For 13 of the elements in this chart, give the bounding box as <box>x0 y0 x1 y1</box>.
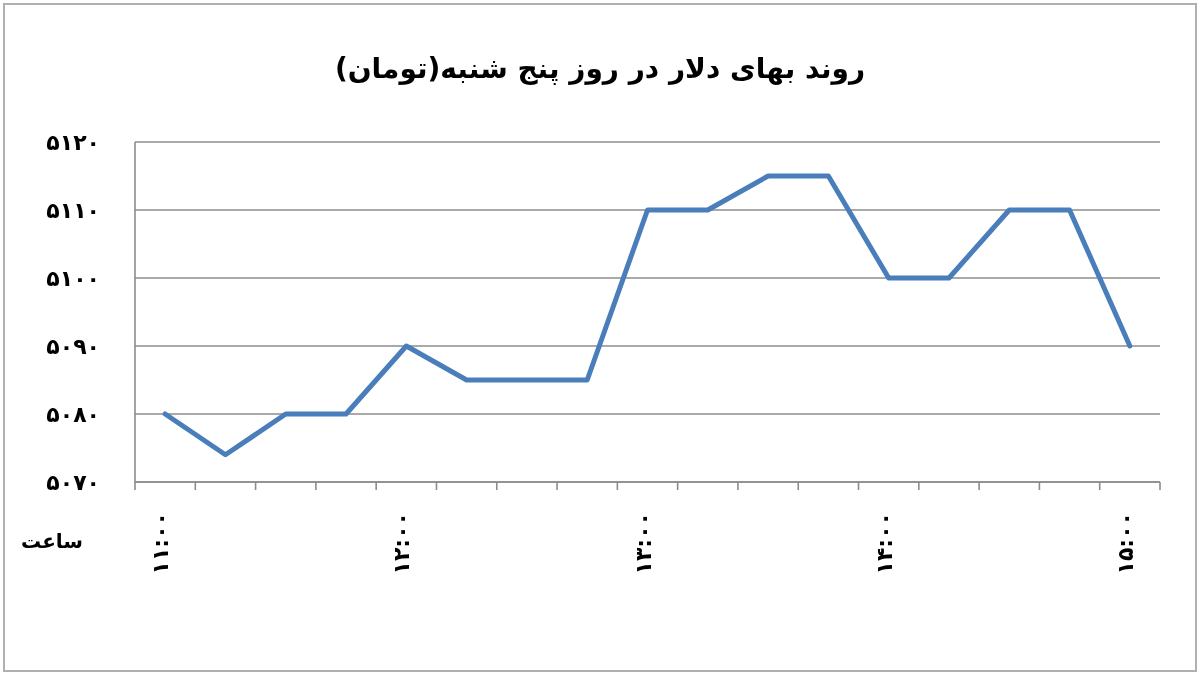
chart-title: روند بهای دلار در روز پنج شنبه(تومان) <box>334 52 866 85</box>
y-tick-label: ۵۱۱۰ <box>46 198 100 223</box>
y-tick-label: ۵۱۲۰ <box>46 130 100 155</box>
y-tick-label: ۵۰۸۰ <box>46 402 100 427</box>
x-tick-label: ۱۱:۰۰ <box>148 512 174 575</box>
y-tick-label: ۵۰۷۰ <box>46 470 100 495</box>
x-tick-label: ۱۳:۰۰ <box>630 512 656 575</box>
x-axis-title: ساعت <box>20 529 84 553</box>
y-tick-label: ۵۱۰۰ <box>46 266 100 291</box>
x-tick-label: ۱۵:۰۰ <box>1112 512 1138 575</box>
y-tick-label: ۵۰۹۰ <box>46 334 100 359</box>
x-tick-label: ۱۴:۰۰ <box>871 512 897 575</box>
x-tick-label: ۱۲:۰۰ <box>389 512 415 575</box>
